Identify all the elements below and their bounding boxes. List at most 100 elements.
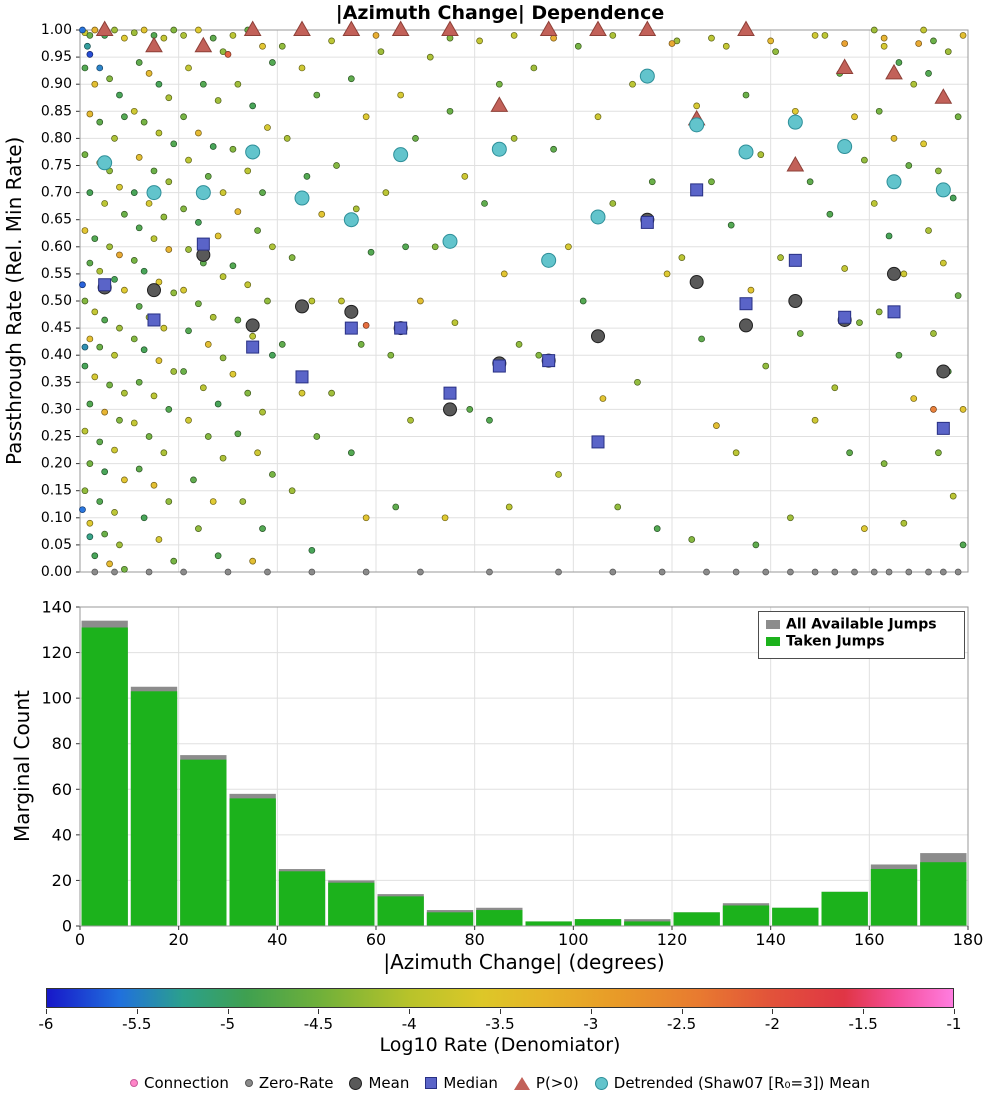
scatter-point bbox=[254, 227, 261, 234]
scatter-point bbox=[195, 525, 202, 532]
y-tick-label: 120 bbox=[41, 643, 72, 662]
median-marker bbox=[196, 237, 210, 251]
scatter-point bbox=[111, 135, 118, 142]
scatter-point bbox=[96, 64, 104, 72]
p-gt0-marker bbox=[342, 20, 361, 36]
histogram-legend-box bbox=[758, 611, 965, 659]
detrended-mean-marker bbox=[787, 114, 803, 130]
scatter-point bbox=[283, 135, 291, 142]
scatter-point bbox=[278, 42, 286, 50]
p-gt0-marker bbox=[95, 20, 114, 36]
bar-taken bbox=[525, 921, 572, 926]
legend-item-label: P(>0) bbox=[535, 1074, 579, 1092]
colorbar-tick bbox=[500, 1009, 501, 1014]
legend-item-label: Zero-Rate bbox=[258, 1074, 334, 1092]
scatter-point bbox=[130, 257, 138, 264]
scatter-point bbox=[362, 514, 370, 522]
scatter-point bbox=[219, 454, 227, 462]
scatter-point bbox=[79, 281, 86, 289]
scatter-point bbox=[249, 557, 257, 565]
zero-rate-point bbox=[180, 568, 187, 576]
scatter-point bbox=[693, 102, 701, 110]
scatter-point bbox=[121, 476, 128, 484]
scatter-point bbox=[930, 330, 937, 337]
zero-rate-point bbox=[954, 568, 962, 576]
scatter-point bbox=[861, 156, 868, 164]
scatter-point bbox=[170, 140, 178, 148]
scatter-point bbox=[170, 557, 178, 565]
scatter-point bbox=[209, 143, 217, 150]
median-marker bbox=[542, 354, 556, 368]
p-gt0-marker bbox=[194, 36, 213, 53]
scatter-point bbox=[135, 154, 143, 161]
scatter-point bbox=[111, 26, 118, 34]
scatter-point bbox=[91, 552, 99, 560]
scatter-point bbox=[762, 362, 770, 370]
scatter-point bbox=[392, 503, 400, 511]
scatter-point bbox=[264, 124, 271, 131]
scatter-point bbox=[195, 300, 202, 308]
bar-taken bbox=[476, 910, 523, 926]
x-tick-label: 60 bbox=[366, 930, 386, 949]
scatter-point bbox=[269, 243, 276, 251]
scatter-point bbox=[86, 259, 94, 267]
detrended-mean-marker bbox=[97, 155, 113, 171]
scatter-point bbox=[905, 162, 913, 169]
zero-rate-point bbox=[91, 568, 99, 576]
scatter-point bbox=[461, 172, 469, 180]
x-tick-label: 140 bbox=[755, 930, 786, 949]
zero-rate-point bbox=[658, 568, 666, 576]
scatter-point bbox=[86, 400, 94, 408]
scatter-point bbox=[81, 427, 89, 435]
scatter-point bbox=[915, 40, 923, 47]
colorbar-tick bbox=[681, 1009, 683, 1014]
scatter-point bbox=[86, 533, 94, 541]
scatter-point bbox=[308, 297, 316, 305]
scatter-point bbox=[81, 64, 89, 72]
scatter-point bbox=[441, 514, 449, 522]
x-tick-label: 20 bbox=[168, 930, 188, 949]
legend-item-label: Mean bbox=[368, 1074, 410, 1092]
mean-marker bbox=[245, 318, 260, 333]
y-tick-label: 0.95 bbox=[41, 49, 72, 65]
zero-rate-point bbox=[145, 568, 153, 576]
zero-rate-point bbox=[885, 568, 893, 576]
scatter-point bbox=[767, 37, 775, 45]
scatter-point bbox=[145, 200, 153, 207]
p-gt0-marker bbox=[589, 20, 607, 36]
scatter-point bbox=[219, 354, 227, 362]
scatter-point bbox=[199, 80, 207, 88]
colorbar-tick-label: -2 bbox=[764, 1015, 780, 1033]
scatter-point bbox=[500, 270, 508, 278]
x-axis-label: |Azimuth Change| (degrees) bbox=[383, 950, 665, 974]
scatter-point bbox=[614, 503, 622, 511]
scatter-point bbox=[663, 270, 671, 278]
scatter-point bbox=[910, 80, 918, 88]
y-tick-label: 0.30 bbox=[41, 401, 72, 417]
scatter-point bbox=[910, 395, 918, 402]
scatter-point bbox=[106, 75, 113, 83]
scatter-point bbox=[121, 286, 128, 294]
scatter-point bbox=[84, 42, 91, 50]
bar-taken bbox=[180, 759, 227, 926]
detrended-mean-marker bbox=[935, 182, 951, 198]
scatter-point bbox=[579, 297, 587, 305]
p-gt0-marker bbox=[934, 88, 953, 104]
scatter-point bbox=[165, 498, 173, 505]
scatter-point bbox=[86, 460, 94, 467]
scatter-point bbox=[86, 32, 94, 39]
scatter-point bbox=[446, 107, 454, 115]
legend-item-label: Median bbox=[443, 1074, 498, 1092]
zero-rate-point bbox=[308, 568, 316, 576]
scatter-point bbox=[101, 316, 109, 324]
scatter-point bbox=[195, 129, 202, 137]
median-marker bbox=[344, 321, 358, 335]
x-tick-label: 100 bbox=[558, 930, 589, 949]
dot-marker-icon bbox=[244, 1079, 253, 1087]
zero-rate-point bbox=[732, 568, 740, 576]
scatter-point bbox=[920, 26, 927, 34]
colorbar-label: Log10 Rate (Denomiator) bbox=[379, 1034, 621, 1056]
y-tick-label: 0.65 bbox=[41, 212, 72, 228]
scatter-point bbox=[313, 91, 321, 99]
p-gt0-marker bbox=[737, 20, 755, 36]
